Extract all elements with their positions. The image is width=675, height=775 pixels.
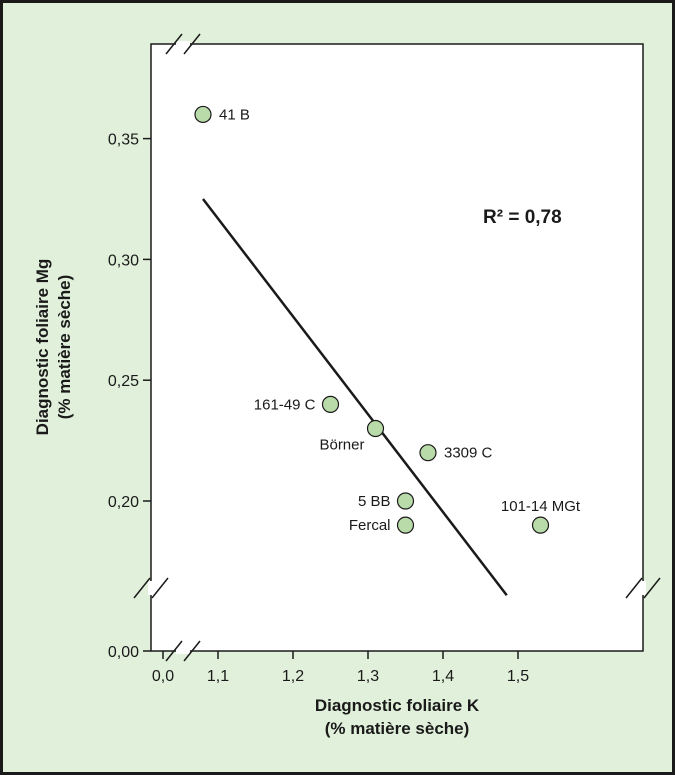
y-axis-title-line: (% matière sèche) bbox=[55, 275, 74, 420]
y-axis-title: Diagnostic foliaire Mg (% matière sèche) bbox=[33, 259, 74, 436]
y-tick-label: 0,00 bbox=[108, 644, 139, 661]
axis-break-slash bbox=[643, 577, 661, 599]
x-axis-title-line: (% matière sèche) bbox=[325, 719, 470, 738]
x-tick-label: 1,4 bbox=[432, 668, 454, 685]
y-tick-label: 0,35 bbox=[108, 132, 139, 149]
data-points: 41 B 161-49 C Börner 3309 C 5 BB Fercal 101-14… bbox=[194, 105, 581, 534]
regression-line bbox=[202, 198, 508, 596]
x-tick-label: 1,1 bbox=[207, 668, 229, 685]
data-point bbox=[531, 516, 550, 534]
y-tick-label: 0,20 bbox=[108, 494, 139, 511]
data-point bbox=[194, 105, 212, 124]
point-label: Börner bbox=[319, 437, 364, 454]
axis-break-slash bbox=[151, 577, 169, 599]
x-tick-label: 0,0 bbox=[152, 668, 174, 685]
point-label: 161-49 C bbox=[254, 396, 316, 413]
x-tick-label: 1,5 bbox=[507, 668, 529, 685]
r-squared-annotation: R² = 0,78 bbox=[483, 207, 562, 228]
x-tick-label: 1,3 bbox=[357, 668, 379, 685]
axis-break-slash bbox=[165, 33, 183, 55]
axis-break-slash bbox=[625, 577, 643, 599]
axis-breaks bbox=[133, 33, 661, 662]
axis-break-slash bbox=[133, 577, 151, 599]
data-point bbox=[419, 444, 437, 462]
axis-break-gap bbox=[176, 41, 190, 47]
point-label: Fercal bbox=[349, 517, 391, 534]
axis-break-gap bbox=[176, 648, 190, 654]
point-label: 3309 C bbox=[444, 445, 493, 462]
axis-break-gap bbox=[148, 581, 154, 595]
y-tick-label: 0,30 bbox=[108, 252, 139, 269]
data-point bbox=[321, 395, 340, 413]
y-tick-label: 0,25 bbox=[108, 373, 139, 390]
y-axis-ticks: 0,00 0,20 0,25 0,30 0,35 bbox=[108, 132, 151, 661]
point-label: 101-14 MGt bbox=[501, 498, 581, 515]
data-point bbox=[396, 516, 415, 534]
y-axis-title-line: Diagnostic foliaire Mg bbox=[33, 259, 52, 436]
axis-break-slash bbox=[183, 33, 201, 55]
x-axis-title-line: Diagnostic foliaire K bbox=[315, 696, 480, 715]
axis-break-slash bbox=[183, 640, 201, 662]
plot-area bbox=[150, 43, 644, 652]
point-label: 41 B bbox=[219, 106, 250, 123]
data-point bbox=[396, 492, 415, 510]
x-tick-label: 1,2 bbox=[282, 668, 304, 685]
axis-break-gap bbox=[640, 581, 646, 595]
x-axis-title: Diagnostic foliaire K (% matière sèche) bbox=[315, 696, 480, 738]
point-label: 5 BB bbox=[358, 493, 391, 510]
x-axis-ticks: 0,0 1,1 1,2 1,3 1,4 1,5 bbox=[152, 651, 529, 685]
axis-break-slash bbox=[165, 640, 183, 662]
data-point bbox=[366, 419, 385, 438]
